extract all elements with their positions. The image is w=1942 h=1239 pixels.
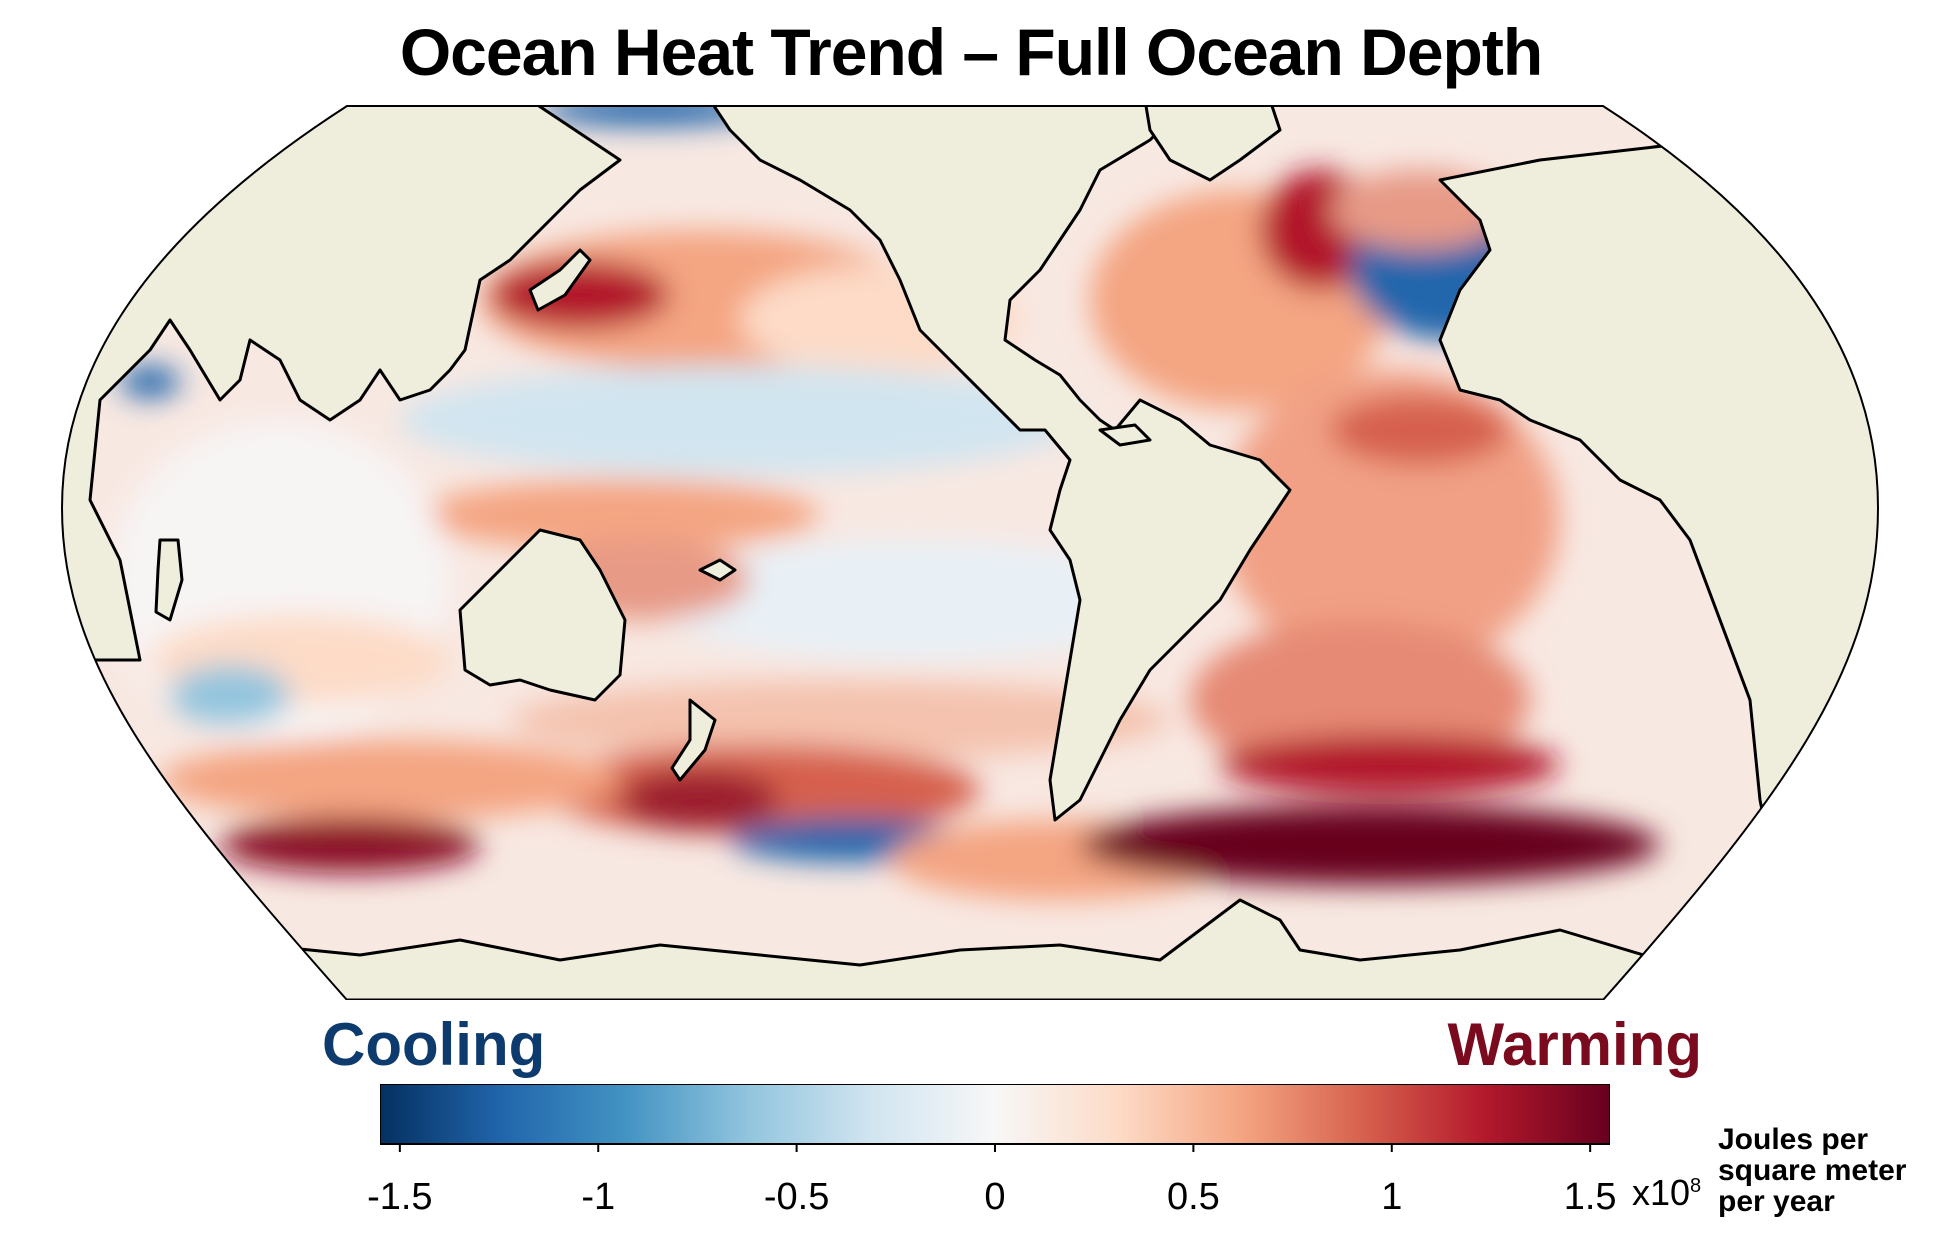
colorbar-gradient: [379, 1083, 1611, 1145]
ocean-heat-map: [60, 100, 1890, 1001]
colorbar-tick-label: 1: [1381, 1176, 1403, 1218]
colorbar-ticks: [398, 1144, 1592, 1152]
map-title: Ocean Heat Trend – Full Ocean Depth: [399, 15, 1543, 89]
tasman-hotspot: [620, 770, 780, 830]
arabian-sea-cooling: [120, 366, 180, 398]
greenland: [1143, 106, 1282, 182]
colorbar-tick-label: -1: [581, 1176, 616, 1218]
north-tropical-atlantic: [1330, 395, 1510, 465]
ocean-field: [62, 106, 1878, 1000]
kuroshio-extension: [490, 261, 670, 329]
subtropical-north-pacific: [400, 365, 1080, 475]
cooling-label: Cooling: [322, 1011, 546, 1078]
new-zealand: [670, 698, 717, 782]
colorbar-multiplier: x108: [1632, 1172, 1701, 1214]
pacific-islands: [698, 558, 737, 582]
colorbar-tick-label: -1.5: [367, 1176, 433, 1218]
weddell-warming: [1080, 805, 1660, 885]
units-line-3: per year: [1718, 1185, 1835, 1218]
land-masses: [62, 106, 1878, 1000]
units-line-1: Joules per: [1718, 1123, 1869, 1156]
indian-southern-hotspot: [220, 817, 480, 873]
units-label: Joules per square meter per year: [1718, 1124, 1906, 1217]
colorbar-tick-label: 0: [984, 1176, 1006, 1218]
multiplier-base: x10: [1632, 1172, 1691, 1213]
south-pacific-band: [510, 680, 1170, 760]
arctic-cooling: [540, 106, 760, 126]
colorbar-tick-label: 0.5: [1166, 1176, 1220, 1218]
colorbar: [379, 1083, 1611, 1239]
western-tropical-pacific: [420, 480, 820, 550]
colorbar-tick-label: 1.5: [1563, 1176, 1617, 1218]
caribbean-islands: [1098, 423, 1152, 447]
heat-patches: [110, 106, 1660, 900]
americas: [708, 106, 1292, 822]
indian-southern-band: [160, 740, 620, 820]
antarctica: [62, 898, 1878, 1000]
eurasia-africa-west: [62, 106, 622, 662]
madagascar: [154, 538, 184, 622]
units-line-2: square meter: [1718, 1154, 1907, 1187]
europe-africa-east: [1438, 118, 1878, 1000]
central-pacific: [650, 540, 1170, 660]
map-svg: [61, 105, 1879, 1001]
colorbar-svg: [379, 1083, 1611, 1152]
japan: [528, 248, 592, 312]
multiplier-exponent: 8: [1690, 1175, 1702, 1197]
warming-label: Warming: [1447, 1011, 1702, 1078]
south-atlantic-front: [1220, 735, 1560, 795]
colorbar-tick-label: -0.5: [763, 1176, 830, 1218]
south-indian-cooling: [170, 665, 290, 725]
australia: [458, 528, 627, 702]
